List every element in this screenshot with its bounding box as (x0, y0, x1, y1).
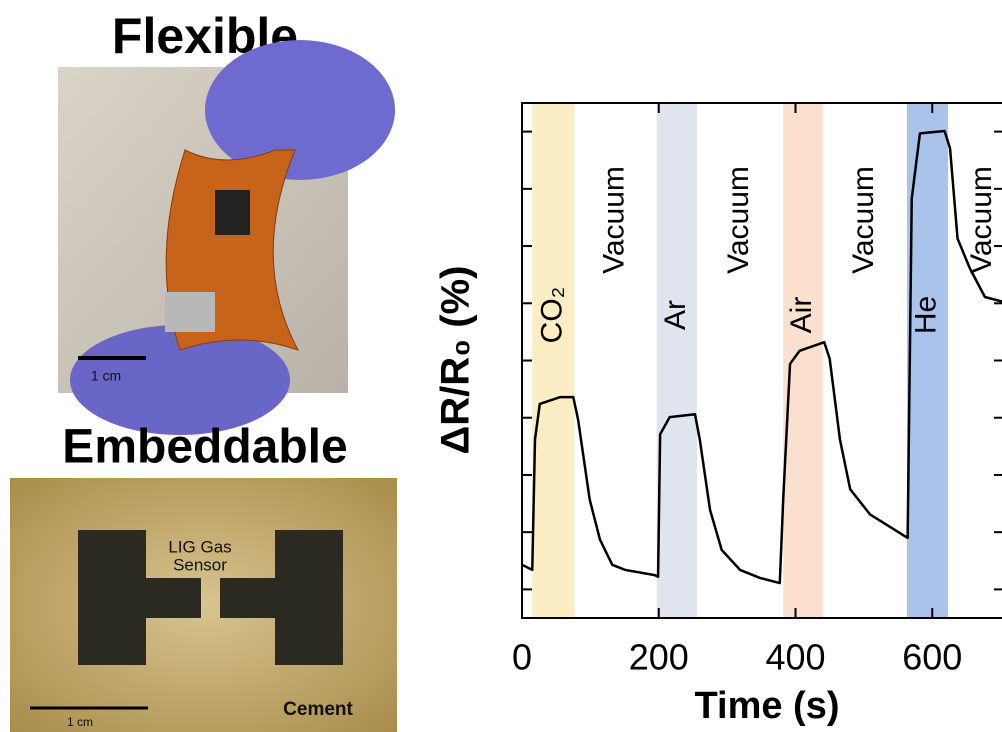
gas-band (783, 103, 823, 618)
x-tick-label: 400 (765, 637, 825, 678)
x-tick-label: 0 (512, 637, 532, 678)
scale-label: 1 cm (91, 368, 121, 384)
gap-label: Vacuum (722, 166, 755, 274)
embeddable-photo: LIG Gas Sensor Cement 1 cm (10, 478, 397, 732)
substrate-label: Cement (283, 699, 353, 720)
band-label: CO₂ (535, 287, 568, 344)
plot-area: CO₂ Vacuum Ar Vacuum Air Vacuum He Vacuum (522, 103, 1002, 618)
panel-title: Embeddable (62, 421, 347, 474)
sensor-label: LIG Gas (168, 537, 231, 556)
figure: Flexible 1 cm Embeddable LIG Gas Sensor … (0, 0, 1002, 732)
gap-label: Vacuum (598, 166, 631, 274)
plot: CO₂ Vacuum Ar Vacuum Air Vacuum He Vacuum 0 200 40… (512, 103, 1002, 678)
flexible-photo: 1 cm (58, 40, 395, 435)
y-axis-label: ΔR/R₀ (%) (434, 266, 478, 455)
band-label: Air (785, 297, 818, 334)
gap-label: Vacuum (847, 166, 880, 274)
gap-label: Vacuum (965, 166, 998, 274)
sensor-label: Sensor (173, 555, 227, 574)
gas-band (657, 103, 697, 618)
band-label: Ar (659, 300, 692, 330)
x-axis-label: Time (s) (694, 685, 839, 727)
gas-band (532, 103, 574, 618)
band-label: He (909, 296, 942, 334)
x-tick-label: 600 (902, 637, 962, 678)
x-tick-label: 200 (629, 637, 689, 678)
scale-label: 1 cm (67, 715, 93, 729)
